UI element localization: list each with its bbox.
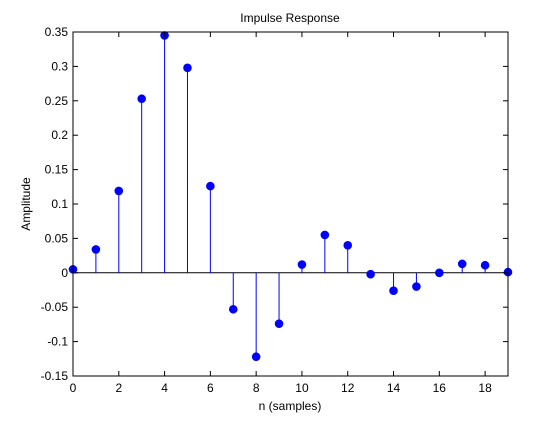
x-tick-label: 4 xyxy=(161,381,168,395)
x-tick-label: 8 xyxy=(253,381,260,395)
x-tick-label: 12 xyxy=(341,381,355,395)
stem-marker xyxy=(183,63,192,73)
y-tick-label: 0.3 xyxy=(51,59,68,73)
y-tick-label: 0.25 xyxy=(45,94,69,108)
stem-marker xyxy=(251,352,261,362)
stem-marker xyxy=(457,259,467,269)
y-tick-label: 0 xyxy=(61,266,68,280)
stem-marker xyxy=(206,181,215,191)
axes-background xyxy=(73,32,508,376)
stem-marker xyxy=(274,319,284,329)
stem-marker xyxy=(435,268,444,278)
y-tick-label: 0.15 xyxy=(45,163,69,177)
stem-marker xyxy=(480,260,490,270)
y-tick-label: 0.1 xyxy=(51,197,68,211)
x-tick-label: 6 xyxy=(207,381,214,395)
chart-title: Impulse Response xyxy=(240,11,340,25)
stem-marker xyxy=(91,245,101,254)
x-tick-label: 18 xyxy=(478,381,492,395)
y-tick-label: -0.05 xyxy=(41,300,69,314)
y-tick-label: 0.2 xyxy=(51,128,68,142)
y-axis-label: Amplitude xyxy=(19,177,33,231)
x-tick-label: 16 xyxy=(433,381,447,395)
stem-marker xyxy=(320,230,330,240)
stem-marker xyxy=(343,240,353,250)
y-tick-label: 0.35 xyxy=(45,25,69,39)
stem-marker xyxy=(228,304,238,314)
stem-marker xyxy=(389,286,398,295)
stem-marker xyxy=(412,282,421,291)
x-tick-label: 2 xyxy=(115,381,122,395)
y-tick-label: -0.1 xyxy=(47,335,68,349)
stem-marker xyxy=(114,186,124,196)
x-tick-label: 10 xyxy=(295,381,309,395)
stem-marker xyxy=(297,260,307,269)
y-tick-label: -0.15 xyxy=(41,369,69,383)
x-tick-label: 14 xyxy=(387,381,401,395)
stem-marker xyxy=(137,94,146,104)
x-tick-label: 0 xyxy=(70,381,77,395)
y-tick-label: 0.05 xyxy=(45,231,69,245)
stem-marker xyxy=(366,269,375,279)
x-axis-label: n (samples) xyxy=(259,399,322,413)
